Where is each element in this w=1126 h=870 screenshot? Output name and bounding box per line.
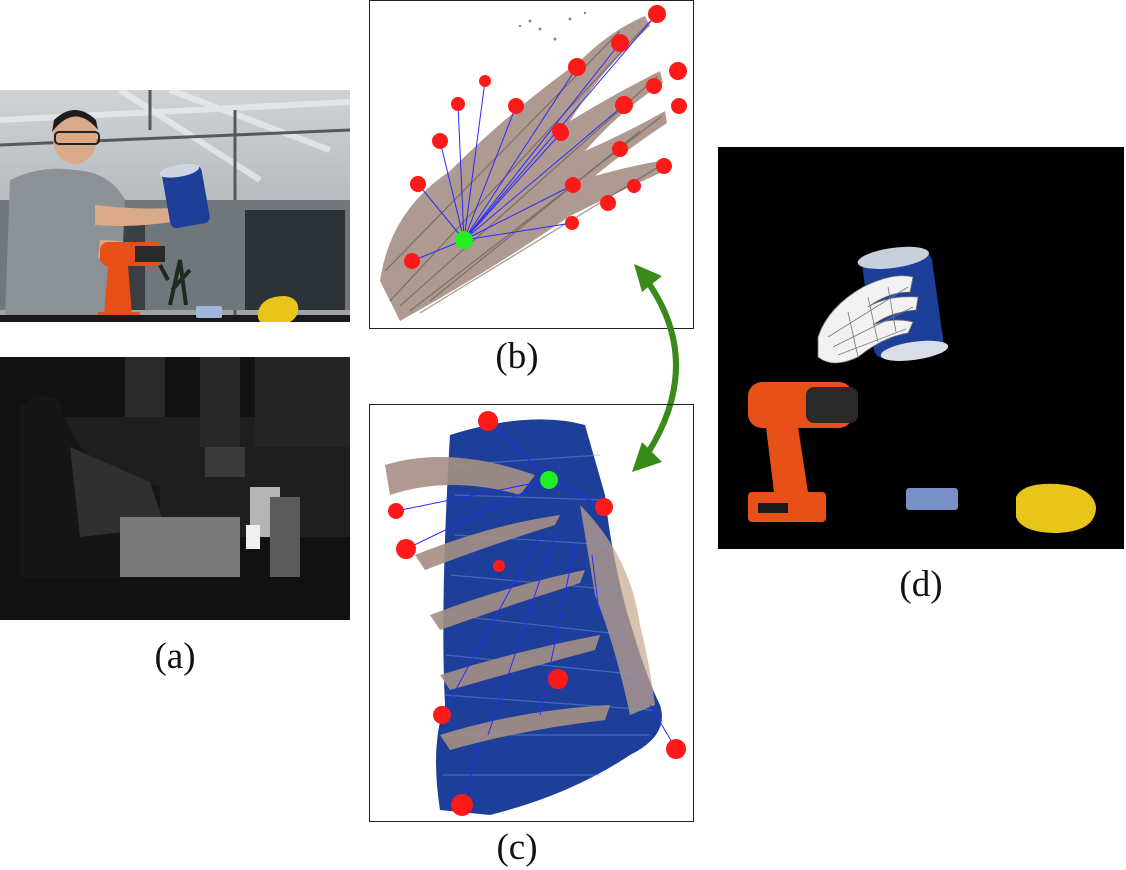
tin-object — [906, 488, 958, 510]
panel-d-reconstruction — [718, 147, 1124, 549]
hand-keypoints — [404, 5, 687, 269]
drill-object — [748, 382, 858, 522]
sponge-photo — [257, 296, 299, 322]
finger-pointclouds — [385, 457, 610, 750]
label-b: (b) — [495, 336, 539, 377]
label-a: (a) — [154, 636, 196, 677]
contact-anchor-point — [540, 471, 558, 489]
double-headed-curved-arrow-icon — [620, 258, 710, 478]
label-d: (d) — [899, 564, 943, 605]
person-head — [53, 112, 97, 164]
hand-mesh — [817, 275, 919, 364]
reconstruction-illustration — [718, 147, 1124, 549]
keypoint-links — [411, 13, 658, 262]
panel-a-depth-image — [0, 357, 350, 620]
contact-links — [395, 420, 677, 806]
label-c: (c) — [496, 827, 538, 868]
can-pointcloud-illustration — [385, 411, 686, 816]
depth-image-illustration — [0, 357, 350, 620]
panel-c-can-pointcloud — [369, 404, 694, 822]
panel-a-rgb-photo — [0, 90, 350, 322]
panel-b-hand-pointcloud — [369, 0, 694, 329]
anchor-point — [455, 231, 473, 249]
hand-pointcloud-illustration — [380, 5, 687, 321]
contact-keypoints — [388, 411, 686, 816]
can-in-hand — [159, 163, 210, 229]
rgb-photo-illustration — [0, 90, 350, 322]
sponge-object — [1016, 483, 1096, 533]
